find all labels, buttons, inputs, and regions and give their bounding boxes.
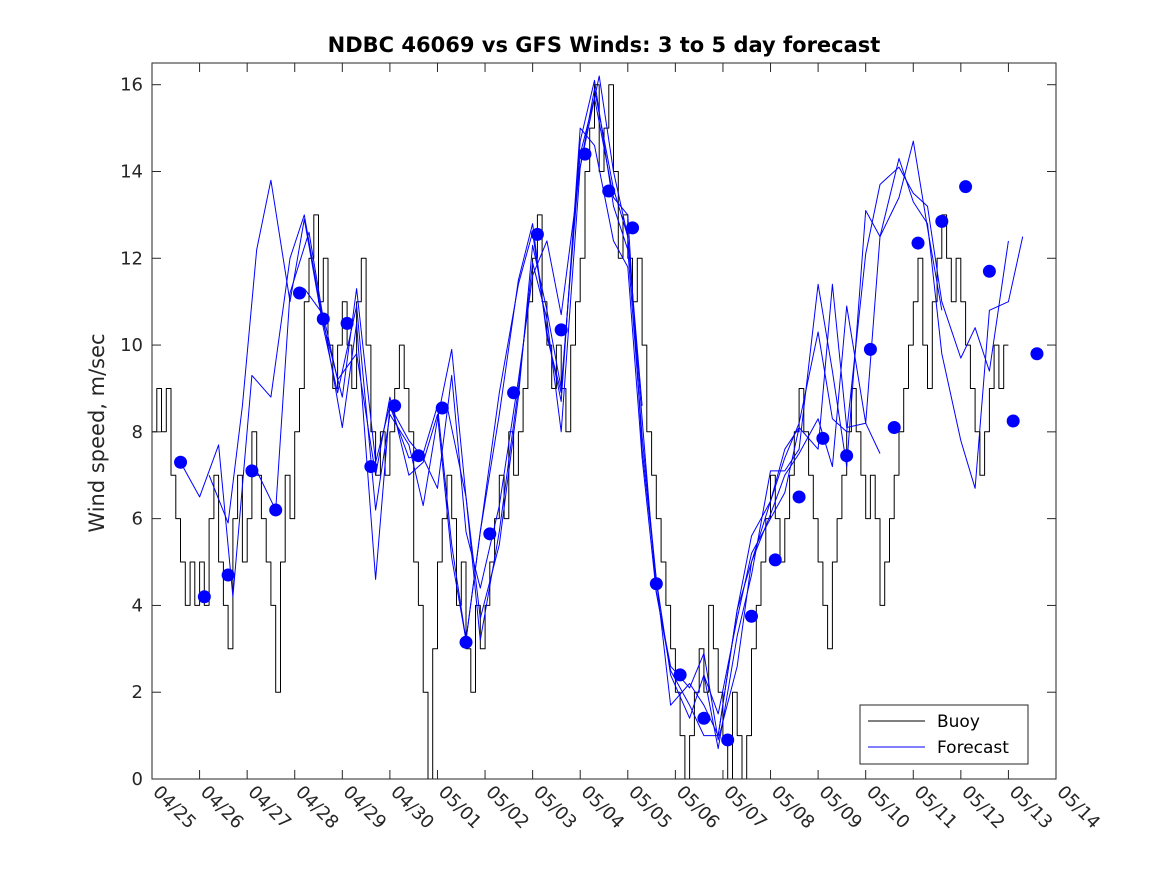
forecast-marker-point (364, 460, 378, 474)
forecast-marker-point (887, 421, 901, 435)
forecast-marker-point (792, 490, 806, 504)
forecast-marker-point (673, 668, 687, 682)
forecast-marker-point (507, 386, 521, 400)
y-axis: 0 2 4 6 8 10 12 14 16 (120, 75, 1056, 790)
forecast-marker-point (221, 568, 235, 582)
forecast-marker-point (863, 342, 877, 356)
buoy-series-line (152, 84, 1009, 780)
forecast-marker-point (197, 590, 211, 604)
forecast-marker-point (768, 553, 782, 567)
forecast-marker-layer (174, 147, 1044, 747)
forecast-marker-point (935, 214, 949, 228)
y-tick-label: 12 (120, 248, 143, 269)
legend: Buoy Forecast (859, 704, 1029, 765)
forecast-marker-point (744, 609, 758, 623)
forecast-series-line-4 (303, 79, 943, 737)
forecast-marker-point (602, 184, 616, 198)
forecast-marker-point (174, 455, 188, 469)
forecast-marker-point (840, 449, 854, 463)
y-axis-label: Wind speed, m/sec (85, 333, 109, 532)
y-tick-label: 6 (132, 509, 143, 530)
forecast-marker-point (292, 286, 306, 300)
forecast-marker-point (459, 635, 473, 649)
forecast-marker-point (697, 711, 711, 725)
forecast-series-line-6 (703, 158, 1024, 750)
y-tick-label: 14 (120, 161, 143, 182)
legend-box (859, 704, 1029, 765)
forecast-marker-point (411, 449, 425, 463)
y-tick-label: 2 (132, 682, 143, 703)
y-tick-label: 10 (120, 335, 143, 356)
forecast-marker-point (626, 221, 640, 235)
forecast-marker-point (435, 401, 449, 415)
plot-area-frame (151, 62, 1057, 780)
y-tick-label: 0 (132, 769, 143, 790)
forecast-marker-point (269, 503, 283, 517)
forecast-marker-point (1030, 347, 1044, 361)
chart-title: NDBC 46069 vs GFS Winds: 3 to 5 day fore… (328, 33, 881, 57)
forecast-marker-point (554, 323, 568, 337)
legend-forecast-label: Forecast (937, 738, 1009, 758)
forecast-marker-point (530, 227, 544, 241)
forecast-marker-point (340, 316, 354, 330)
forecast-marker-point (1006, 414, 1020, 428)
forecast-marker-point (316, 312, 330, 326)
forecast-marker-point (388, 399, 402, 413)
forecast-marker-point (816, 431, 830, 445)
forecast-marker-point (245, 464, 259, 478)
legend-buoy-label: Buoy (937, 712, 980, 732)
forecast-series-line-5 (446, 88, 1009, 737)
forecast-marker-point (578, 147, 592, 161)
y-tick-label: 4 (132, 595, 143, 616)
forecast-marker-point (911, 236, 925, 250)
forecast-marker-point (649, 577, 663, 591)
forecast-marker-point (959, 180, 973, 194)
y-tick-label: 8 (132, 422, 143, 443)
forecast-marker-point (721, 733, 735, 747)
forecast-marker-point (982, 264, 996, 278)
forecast-marker-point (483, 527, 497, 541)
y-tick-label: 16 (120, 75, 143, 96)
